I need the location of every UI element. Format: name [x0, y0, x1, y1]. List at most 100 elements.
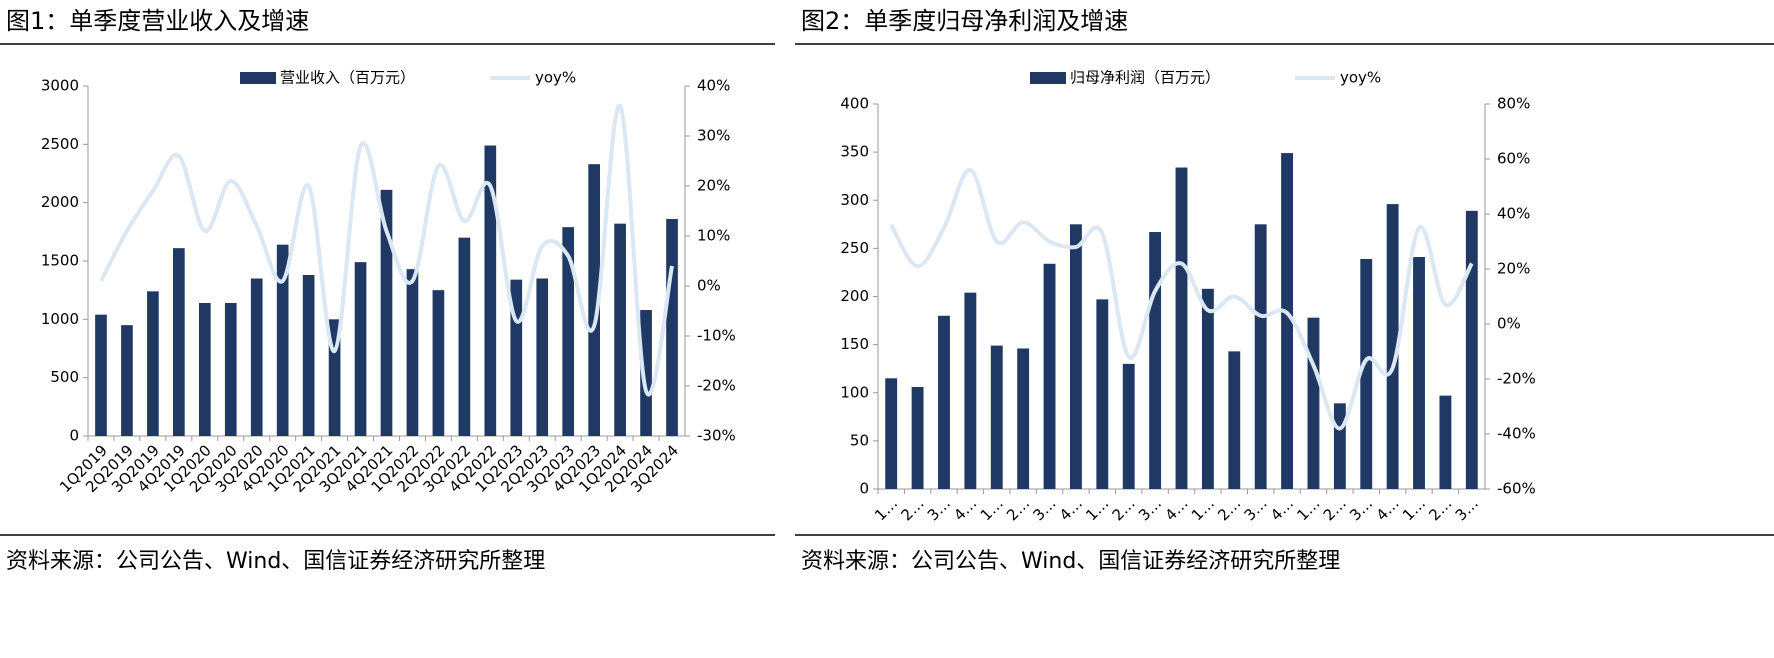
- x-tick-label: 2…: [1214, 494, 1244, 524]
- y2-tick-label: 20%: [1497, 260, 1530, 278]
- y-tick-label: 150: [840, 335, 869, 353]
- y-tick-label: 250: [840, 239, 869, 257]
- x-tick-label: 4…: [1267, 494, 1297, 524]
- bar: [666, 219, 678, 436]
- y2-tick-label: -20%: [697, 377, 736, 395]
- bar: [588, 164, 600, 436]
- y-tick-label: 1000: [41, 310, 79, 328]
- bar: [1069, 224, 1082, 489]
- bar: [1465, 210, 1478, 489]
- x-tick-label: 4…: [1161, 494, 1191, 524]
- y2-tick-label: -40%: [1497, 425, 1536, 443]
- bar: [1201, 288, 1214, 489]
- bar: [911, 386, 924, 489]
- y2-tick-label: 20%: [697, 177, 730, 195]
- x-tick-label: 2…: [1425, 494, 1455, 524]
- bar: [640, 310, 652, 436]
- x-tick-label: 1…: [1082, 494, 1112, 524]
- x-tick-label: 3…: [1135, 494, 1165, 524]
- x-tick-label: 2…: [1320, 494, 1350, 524]
- y-tick-label: 350: [840, 143, 869, 161]
- bar: [1122, 363, 1135, 489]
- bar: [250, 278, 263, 436]
- bar: [510, 279, 523, 436]
- bar: [1413, 257, 1425, 489]
- y-tick-label: 50: [850, 431, 869, 449]
- bar: [562, 227, 575, 436]
- x-tick-label: 3…: [1241, 494, 1271, 524]
- y2-tick-label: 60%: [1497, 150, 1530, 168]
- y2-tick-label: 30%: [697, 127, 730, 145]
- bar: [1096, 299, 1109, 489]
- bar: [173, 248, 185, 436]
- y-tick-label: 2500: [41, 135, 79, 153]
- y-tick-label: 0: [859, 480, 869, 498]
- bar: [1307, 317, 1320, 489]
- y2-tick-label: 0%: [1497, 315, 1521, 333]
- y2-tick-label: 80%: [1497, 95, 1530, 113]
- x-tick-label: 3…: [1452, 494, 1482, 524]
- legend-swatch: [1030, 72, 1066, 84]
- bar: [1360, 258, 1373, 489]
- bar: [1149, 232, 1162, 489]
- x-tick-label: 2…: [1003, 494, 1033, 524]
- x-tick-label: 1…: [1293, 494, 1323, 524]
- legend-label: yoy%: [535, 69, 576, 87]
- y2-tick-label: 40%: [1497, 205, 1530, 223]
- bar: [614, 223, 626, 436]
- bar: [1254, 224, 1267, 489]
- legend-swatch: [240, 72, 276, 84]
- bar: [990, 345, 1003, 489]
- y2-tick-label: 0%: [697, 277, 721, 295]
- bar: [354, 262, 367, 436]
- y-tick-label: 500: [50, 368, 79, 386]
- y2-tick-label: -20%: [1497, 370, 1536, 388]
- bar: [536, 278, 549, 436]
- legend-label: 营业收入（百万元）: [280, 69, 415, 87]
- bar: [147, 291, 159, 436]
- bar: [432, 290, 445, 436]
- legend-label: 归母净利润（百万元）: [1070, 69, 1220, 87]
- x-tick-label: 1…: [1188, 494, 1218, 524]
- bar: [458, 237, 471, 436]
- bar: [484, 145, 497, 436]
- bar: [1175, 167, 1188, 489]
- y-tick-label: 200: [840, 287, 869, 305]
- bar: [1043, 263, 1056, 489]
- bar: [95, 314, 107, 436]
- bar: [1228, 351, 1241, 489]
- x-tick-label: 2…: [898, 494, 928, 524]
- y-tick-label: 400: [840, 95, 869, 113]
- x-tick-label: 3…: [1029, 494, 1059, 524]
- yoy-line: [889, 168, 1474, 431]
- y-tick-label: 3000: [41, 77, 79, 95]
- y2-tick-label: -60%: [1497, 480, 1536, 498]
- yoy-line: [99, 103, 674, 397]
- bar: [964, 292, 977, 489]
- y2-tick-label: 10%: [697, 227, 730, 245]
- source-note: 资料来源：公司公告、Wind、国信证券经济研究所整理: [6, 549, 545, 574]
- bar: [938, 315, 950, 489]
- x-tick-label: 1…: [977, 494, 1007, 524]
- y2-tick-label: -30%: [697, 427, 736, 445]
- y2-tick-label: 40%: [697, 77, 730, 95]
- bar: [1439, 395, 1452, 489]
- bar: [198, 303, 211, 436]
- y2-tick-label: -10%: [697, 327, 736, 345]
- source-note: 资料来源：公司公告、Wind、国信证券经济研究所整理: [801, 549, 1340, 574]
- x-tick-label: 4…: [1056, 494, 1086, 524]
- bar: [302, 275, 315, 436]
- bar: [885, 378, 898, 489]
- y-tick-label: 1500: [41, 252, 79, 270]
- chart-title: 图2：单季度归母净利润及增速: [801, 7, 1128, 35]
- bar: [406, 269, 419, 436]
- bar: [1281, 153, 1294, 489]
- legend-label: yoy%: [1340, 69, 1381, 87]
- bar: [1017, 348, 1030, 489]
- bar: [1333, 403, 1346, 489]
- x-tick-label: 3…: [924, 494, 954, 524]
- x-tick-label: 1…: [871, 494, 901, 524]
- bar: [276, 244, 289, 436]
- bar: [224, 303, 237, 436]
